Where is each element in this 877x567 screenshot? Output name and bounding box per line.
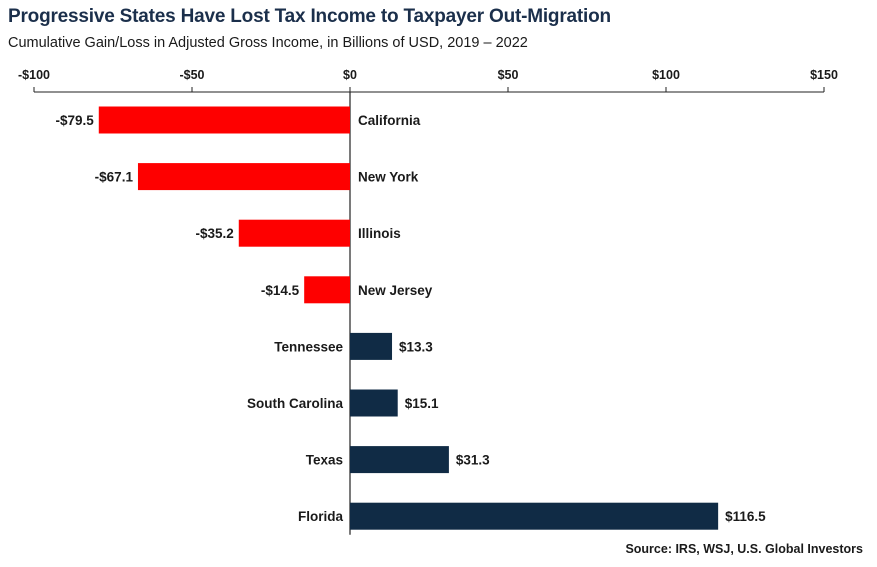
data-label: -$79.5 (55, 113, 94, 128)
data-label: $31.3 (456, 453, 490, 468)
chart-title: Progressive States Have Lost Tax Income … (8, 6, 611, 27)
x-tick-label: $0 (343, 68, 357, 82)
category-label: Tennessee (274, 339, 343, 354)
category-label: South Carolina (247, 396, 343, 411)
bar (350, 389, 398, 417)
category-label: California (358, 113, 421, 128)
bar (350, 502, 719, 530)
category-label: New Jersey (358, 283, 433, 298)
bar (238, 219, 350, 247)
bar (304, 276, 350, 304)
chart-subtitle: Cumulative Gain/Loss in Adjusted Gross I… (8, 35, 528, 51)
data-label: -$35.2 (195, 226, 233, 241)
source-note: Source: IRS, WSJ, U.S. Global Investors (625, 542, 863, 556)
labels: California -$79.5 New York -$67.1 Illinois -$… (55, 113, 766, 524)
category-label: Florida (298, 509, 343, 524)
data-label: $13.3 (399, 339, 433, 354)
bar (350, 446, 449, 474)
bar (98, 106, 350, 134)
x-tick-label: $100 (652, 68, 680, 82)
x-tick-label: -$50 (179, 68, 204, 82)
data-label: -$67.1 (95, 170, 134, 185)
x-tick-label: -$100 (18, 68, 50, 82)
category-label: Illinois (358, 226, 401, 241)
data-label: $15.1 (405, 396, 439, 411)
category-label: New York (358, 170, 419, 185)
bars (98, 106, 719, 530)
category-label: Texas (306, 453, 343, 468)
x-tick-label: $150 (810, 68, 838, 82)
bar (137, 163, 350, 191)
x-tick-label: $50 (498, 68, 519, 82)
data-label: -$14.5 (261, 283, 300, 298)
data-label: $116.5 (725, 509, 766, 524)
bar (350, 332, 393, 360)
